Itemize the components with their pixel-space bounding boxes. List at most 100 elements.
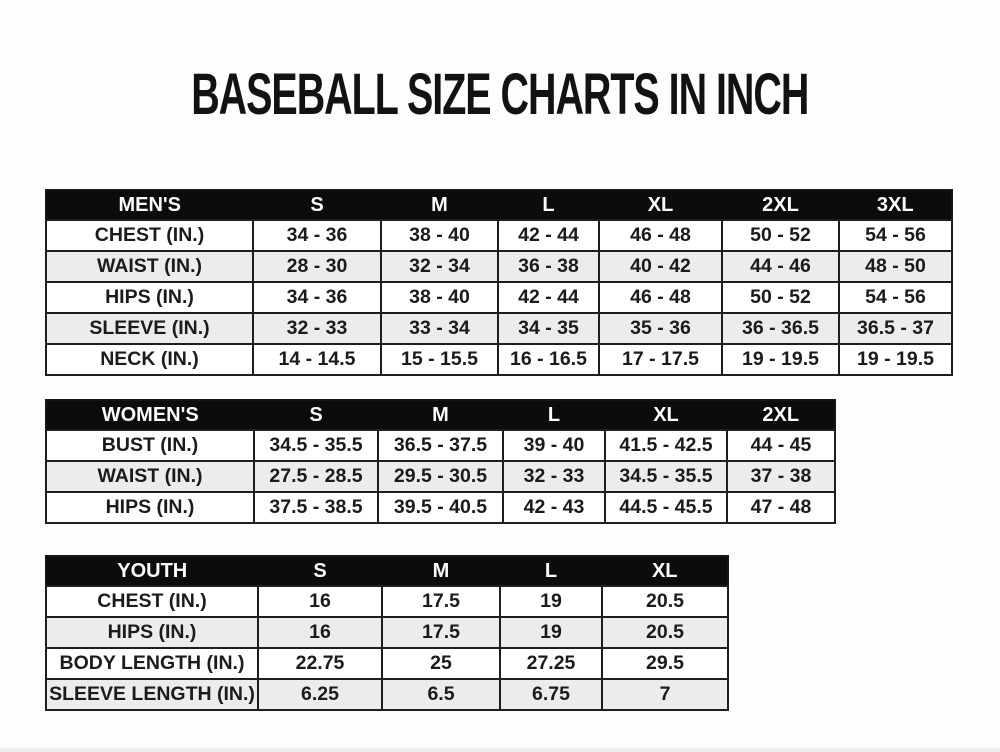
- womens-cell: 37 - 38: [726, 460, 836, 493]
- mens-size-header-m: M: [380, 189, 499, 221]
- youth-row-label: CHEST (IN.): [45, 585, 259, 618]
- youth-group-header: YOUTH: [45, 555, 259, 587]
- mens-size-header-2xl: 2XL: [721, 189, 840, 221]
- womens-cell: 42 - 43: [502, 491, 606, 524]
- mens-row-label: NECK (IN.): [45, 343, 254, 376]
- womens-cell: 39 - 40: [502, 429, 606, 462]
- womens-cell: 37.5 - 38.5: [253, 491, 379, 524]
- youth-row-2: BODY LENGTH (IN.) 22.75 25 27.25 29.5: [45, 647, 729, 680]
- mens-size-header-xl: XL: [598, 189, 723, 221]
- mens-group-header: MEN'S: [45, 189, 254, 221]
- mens-row-4: NECK (IN.) 14 - 14.5 15 - 15.5 16 - 16.5 17 …: [45, 343, 953, 376]
- youth-row-label: BODY LENGTH (IN.): [45, 647, 259, 680]
- youth-row-0: CHEST (IN.) 16 17.5 19 20.5: [45, 585, 729, 618]
- womens-size-header-s: S: [253, 399, 379, 431]
- womens-cell: 34.5 - 35.5: [253, 429, 379, 462]
- mens-cell: 46 - 48: [598, 219, 723, 252]
- mens-row-label: WAIST (IN.): [45, 250, 254, 283]
- mens-header-row: MEN'S S M L XL 2XL 3XL: [45, 189, 953, 221]
- youth-row-1: HIPS (IN.) 16 17.5 19 20.5: [45, 616, 729, 649]
- mens-cell: 42 - 44: [497, 219, 600, 252]
- youth-cell: 29.5: [601, 647, 729, 680]
- womens-row-label: HIPS (IN.): [45, 491, 255, 524]
- mens-cell: 36 - 38: [497, 250, 600, 283]
- womens-row-1: WAIST (IN.) 27.5 - 28.5 29.5 - 30.5 32 - 33…: [45, 460, 836, 493]
- womens-row-label: WAIST (IN.): [45, 460, 255, 493]
- mens-cell: 32 - 33: [252, 312, 382, 345]
- youth-cell: 17.5: [381, 585, 501, 618]
- youth-row-label: SLEEVE LENGTH (IN.): [45, 678, 259, 711]
- womens-cell: 36.5 - 37.5: [377, 429, 504, 462]
- mens-cell: 48 - 50: [838, 250, 953, 283]
- mens-cell: 16 - 16.5: [497, 343, 600, 376]
- mens-cell: 19 - 19.5: [721, 343, 840, 376]
- youth-size-header-s: S: [257, 555, 383, 587]
- mens-cell: 40 - 42: [598, 250, 723, 283]
- womens-group-header: WOMEN'S: [45, 399, 255, 431]
- youth-cell: 19: [499, 585, 603, 618]
- mens-cell: 19 - 19.5: [838, 343, 953, 376]
- youth-cell: 17.5: [381, 616, 501, 649]
- mens-cell: 46 - 48: [598, 281, 723, 314]
- womens-cell: 29.5 - 30.5: [377, 460, 504, 493]
- mens-row-label: SLEEVE (IN.): [45, 312, 254, 345]
- mens-cell: 42 - 44: [497, 281, 600, 314]
- womens-size-header-2xl: 2XL: [726, 399, 836, 431]
- mens-cell: 44 - 46: [721, 250, 840, 283]
- mens-cell: 35 - 36: [598, 312, 723, 345]
- youth-cell: 25: [381, 647, 501, 680]
- youth-header-row: YOUTH S M L XL: [45, 555, 729, 587]
- womens-header-row: WOMEN'S S M L XL 2XL: [45, 399, 836, 431]
- mens-row-3: SLEEVE (IN.) 32 - 33 33 - 34 34 - 35 35 - 36…: [45, 312, 953, 345]
- mens-size-header-s: S: [252, 189, 382, 221]
- womens-cell: 34.5 - 35.5: [604, 460, 728, 493]
- youth-size-header-m: M: [381, 555, 501, 587]
- womens-size-table: WOMEN'S S M L XL 2XL BUST (IN.) 34.5 - 35.5 36.5…: [45, 399, 836, 524]
- mens-cell: 34 - 36: [252, 281, 382, 314]
- mens-cell: 28 - 30: [252, 250, 382, 283]
- womens-row-label: BUST (IN.): [45, 429, 255, 462]
- mens-row-1: WAIST (IN.) 28 - 30 32 - 34 36 - 38 40 - 42 4…: [45, 250, 953, 283]
- mens-cell: 38 - 40: [380, 219, 499, 252]
- mens-cell: 50 - 52: [721, 281, 840, 314]
- mens-row-label: CHEST (IN.): [45, 219, 254, 252]
- page-title: BASEBALL SIZE CHARTS IN INCH: [191, 62, 809, 127]
- youth-cell: 19: [499, 616, 603, 649]
- mens-cell: 34 - 35: [497, 312, 600, 345]
- mens-cell: 17 - 17.5: [598, 343, 723, 376]
- womens-cell: 27.5 - 28.5: [253, 460, 379, 493]
- youth-row-3: SLEEVE LENGTH (IN.) 6.25 6.5 6.75 7: [45, 678, 729, 711]
- youth-cell: 27.25: [499, 647, 603, 680]
- womens-cell: 39.5 - 40.5: [377, 491, 504, 524]
- womens-cell: 44 - 45: [726, 429, 836, 462]
- mens-size-header-l: L: [497, 189, 600, 221]
- mens-cell: 54 - 56: [838, 219, 953, 252]
- womens-cell: 41.5 - 42.5: [604, 429, 728, 462]
- youth-cell: 20.5: [601, 616, 729, 649]
- youth-row-label: HIPS (IN.): [45, 616, 259, 649]
- womens-cell: 44.5 - 45.5: [604, 491, 728, 524]
- mens-row-label: HIPS (IN.): [45, 281, 254, 314]
- youth-size-header-xl: XL: [601, 555, 729, 587]
- mens-cell: 50 - 52: [721, 219, 840, 252]
- womens-size-header-m: M: [377, 399, 504, 431]
- youth-cell: 16: [257, 616, 383, 649]
- womens-cell: 47 - 48: [726, 491, 836, 524]
- mens-cell: 38 - 40: [380, 281, 499, 314]
- womens-cell: 32 - 33: [502, 460, 606, 493]
- mens-cell: 54 - 56: [838, 281, 953, 314]
- mens-cell: 15 - 15.5: [380, 343, 499, 376]
- mens-cell: 36.5 - 37: [838, 312, 953, 345]
- page-edge-strip: [0, 748, 1000, 752]
- womens-row-2: HIPS (IN.) 37.5 - 38.5 39.5 - 40.5 42 - 43 4…: [45, 491, 836, 524]
- mens-cell: 34 - 36: [252, 219, 382, 252]
- youth-cell: 7: [601, 678, 729, 711]
- youth-cell: 6.25: [257, 678, 383, 711]
- youth-cell: 16: [257, 585, 383, 618]
- youth-size-header-l: L: [499, 555, 603, 587]
- youth-cell: 6.5: [381, 678, 501, 711]
- womens-row-0: BUST (IN.) 34.5 - 35.5 36.5 - 37.5 39 - 40 4…: [45, 429, 836, 462]
- youth-size-table: YOUTH S M L XL CHEST (IN.) 16 17.5 19 20.5 HIPS (I…: [45, 555, 729, 711]
- youth-cell: 6.75: [499, 678, 603, 711]
- mens-size-header-3xl: 3XL: [838, 189, 953, 221]
